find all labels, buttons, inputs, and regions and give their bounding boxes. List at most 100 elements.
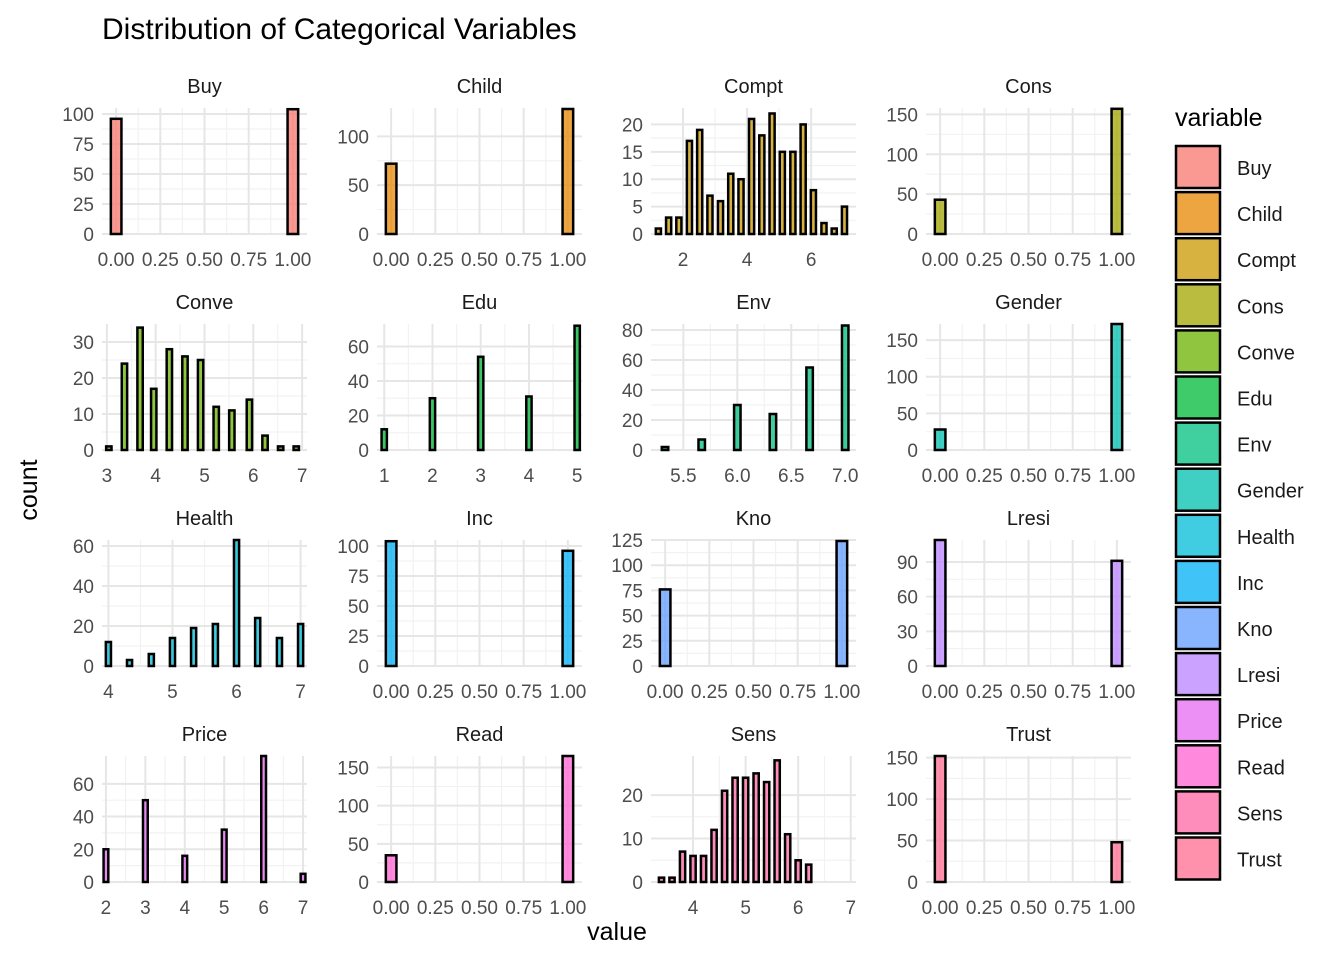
- y-tick-label: 0: [358, 657, 369, 678]
- legend-swatch: [1174, 790, 1222, 835]
- facet-label: Inc: [466, 508, 493, 530]
- y-tick-label: 20: [73, 840, 94, 861]
- x-tick-label: 1.00: [823, 682, 860, 703]
- bar-health: [125, 658, 134, 668]
- legend-item-conve: Conve: [1174, 329, 1295, 374]
- y-tick-label: 90: [897, 553, 918, 574]
- facet-label: Env: [736, 292, 770, 314]
- y-tick-label: 0: [907, 225, 918, 246]
- bar-health: [147, 652, 156, 668]
- legend-swatch: [1174, 605, 1222, 651]
- y-tick-label: 40: [73, 577, 94, 598]
- bar-buy: [286, 107, 300, 236]
- x-tick-label: 0.75: [505, 898, 542, 919]
- bar-health: [232, 538, 241, 668]
- y-tick-label: 150: [886, 749, 918, 770]
- bar-inc: [561, 549, 575, 668]
- x-tick-label: 0.25: [966, 898, 1003, 919]
- legend-label: Conve: [1237, 342, 1295, 364]
- y-tick-label: 50: [897, 832, 918, 853]
- bar-conve: [196, 358, 205, 452]
- y-tick-label: 40: [622, 381, 643, 402]
- legend-swatch: [1174, 651, 1222, 697]
- x-tick-label: 4: [150, 466, 161, 487]
- bar-env: [660, 445, 670, 452]
- bar-compt: [685, 139, 694, 236]
- y-tick-label: 40: [73, 808, 94, 829]
- legend-swatch: [1174, 467, 1222, 512]
- facet-inc: Inc 0 25 50 75 100 0.00 0.25 0.50 0.75 1.00: [337, 508, 586, 703]
- legend-label: Gender: [1237, 481, 1304, 503]
- x-tick-label: 0.00: [373, 682, 410, 703]
- legend: variable Buy Child Compt Cons Conve Edu Env Gen…: [1174, 104, 1304, 881]
- y-tick-label: 50: [897, 404, 918, 425]
- y-tick-label: 50: [348, 835, 369, 856]
- x-tick-label: 6.5: [778, 466, 804, 487]
- legend-title: variable: [1175, 104, 1263, 132]
- y-tick-label: 0: [632, 873, 643, 894]
- y-tick-label: 75: [622, 581, 643, 602]
- bar-conve: [181, 355, 189, 452]
- bar-health: [296, 622, 305, 668]
- legend-item-edu: Edu: [1174, 375, 1273, 420]
- x-tick-label: 0.25: [142, 250, 179, 271]
- legend-item-child: Child: [1174, 190, 1283, 236]
- y-tick-label: 75: [348, 567, 369, 588]
- bar-compt: [695, 128, 704, 236]
- y-tick-label: 10: [73, 405, 94, 426]
- x-tick-label: 0.50: [1010, 682, 1047, 703]
- y-tick-label: 5: [632, 198, 643, 219]
- legend-swatch: [1174, 421, 1222, 466]
- bar-compt: [737, 177, 745, 236]
- legend-label: Child: [1237, 204, 1283, 226]
- bar-conve: [120, 362, 129, 452]
- bar-sens: [762, 780, 771, 884]
- bar-conve: [149, 387, 158, 452]
- bar-buy: [109, 117, 123, 236]
- y-tick-label: 150: [886, 105, 918, 126]
- bar-conve: [136, 326, 145, 452]
- x-tick-label: 0.00: [373, 898, 410, 919]
- bar-cons: [1110, 107, 1124, 236]
- y-tick-label: 50: [897, 185, 918, 206]
- x-tick-label: 0.00: [922, 682, 959, 703]
- bar-compt: [675, 216, 683, 236]
- legend-label: Inc: [1237, 573, 1264, 595]
- facet-env: Env 0 20 40 60 80 5.5 6.0 6.5 7.0: [622, 292, 859, 487]
- bar-sens: [741, 776, 750, 884]
- bar-lresi: [1110, 559, 1124, 668]
- y-tick-label: 50: [622, 607, 643, 628]
- bar-trust: [933, 754, 947, 884]
- bar-conve: [276, 445, 285, 452]
- facet-read: Read 0 50 100 150 0.00 0.25 0.50 0.75 1.00: [337, 724, 586, 919]
- y-tick-label: 0: [632, 225, 643, 246]
- bar-compt: [706, 194, 714, 236]
- x-tick-label: 0.00: [98, 250, 135, 271]
- bar-conve: [261, 434, 269, 452]
- x-tick-label: 5.5: [670, 466, 696, 487]
- legend-label: Edu: [1237, 389, 1273, 411]
- x-tick-label: 2: [101, 898, 112, 919]
- y-tick-label: 60: [73, 775, 94, 796]
- x-tick-label: 0.00: [647, 682, 684, 703]
- x-tick-label: 0.50: [1010, 898, 1047, 919]
- x-tick-label: 7: [295, 682, 306, 703]
- y-tick-label: 100: [886, 145, 918, 166]
- facet-trust: Trust 0 50 100 150 0.00 0.25 0.50 0.75 1.00: [886, 724, 1135, 919]
- y-tick-label: 150: [337, 758, 369, 779]
- legend-swatch: [1174, 697, 1222, 743]
- y-tick-label: 30: [897, 622, 918, 643]
- bar-cons: [933, 198, 947, 236]
- y-tick-label: 100: [886, 790, 918, 811]
- facet-kno: Kno 0 25 50 75 100 125 0.00 0.25 0.50 0.75 1.00: [611, 508, 860, 703]
- bar-conve: [104, 445, 113, 452]
- y-tick-label: 0: [907, 873, 918, 894]
- legend-item-health: Health: [1174, 513, 1295, 559]
- chart-title: Distribution of Categorical Variables: [102, 13, 577, 46]
- bar-compt: [809, 188, 818, 236]
- bar-sens: [804, 863, 813, 884]
- x-tick-label: 1.00: [1098, 466, 1135, 487]
- bar-compt: [778, 150, 787, 236]
- facet-label: Child: [457, 76, 503, 98]
- legend-item-kno: Kno: [1174, 605, 1273, 651]
